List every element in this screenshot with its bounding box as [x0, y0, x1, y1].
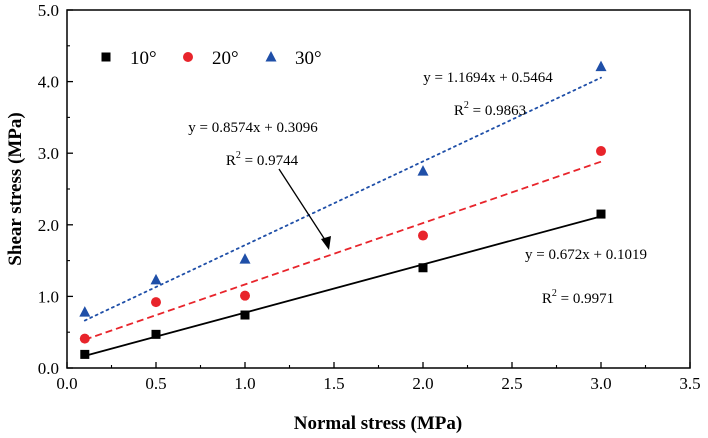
fit-line-dashed: [84, 160, 602, 341]
data-point-triangle: [150, 273, 162, 285]
data-point-square: [80, 349, 90, 359]
x-tick-label: 0.0: [56, 374, 77, 393]
x-axis-ticks: 0.0 0.5 1.0 1.5 2.0 2.5 3.0 3.5: [56, 362, 701, 393]
r-superscript: 2: [552, 288, 557, 299]
r-superscript: 2: [236, 150, 241, 161]
y-tick-label: 2.0: [38, 216, 59, 235]
legend: 10° 20° 30°: [101, 48, 322, 69]
data-point-square: [240, 310, 250, 320]
data-point-triangle: [239, 253, 251, 264]
y-axis-ticks: 0.0 1.0 2.0 3.0 4.0 5.0: [38, 1, 73, 378]
y-tick-label: 5.0: [38, 1, 59, 20]
data-point-circle: [596, 146, 606, 157]
r-superscript: 2: [464, 100, 469, 111]
r-squared-value: = 0.9744: [241, 153, 299, 169]
data-point-triangle: [79, 306, 91, 317]
data-point-triangle: [595, 60, 607, 72]
y-axis-title: Shear stress (MPa): [5, 112, 26, 265]
y-tick-label: 3.0: [38, 144, 59, 163]
x-tick-label: 1.0: [234, 374, 255, 393]
r-squared-value: = 0.9971: [557, 291, 614, 307]
legend-marker-square: [101, 52, 111, 62]
r-symbol: R: [542, 291, 552, 307]
data-point-circle: [151, 297, 161, 308]
legend-label: 10°: [130, 48, 157, 69]
x-tick-label: 2.0: [412, 374, 433, 393]
legend-marker-circle: [183, 52, 193, 62]
r-squared-value: = 0.9863: [469, 103, 526, 119]
fit-equation: y = 0.672x + 0.1019: [525, 247, 647, 263]
annotation-arrow: [278, 168, 331, 250]
y-tick-label: 4.0: [38, 73, 59, 92]
r-squared-label: R2 = 0.9863: [454, 100, 526, 119]
x-tick-label: 0.5: [145, 374, 166, 393]
x-axis-title: Normal stress (MPa): [294, 413, 463, 434]
data-point-circle: [418, 230, 428, 241]
x-tick-label: 1.5: [323, 374, 344, 393]
fit-equation: y = 1.1694x + 0.5464: [423, 70, 553, 86]
fit-equation: y = 0.8574x + 0.3096: [188, 120, 318, 136]
fit-line-solid: [84, 215, 602, 357]
fit-lines: [83, 76, 602, 357]
data-point-circle: [79, 333, 90, 344]
x-tick-label: 3.0: [590, 374, 611, 393]
r-symbol: R: [226, 153, 236, 169]
r-squared-label: R2 = 0.9971: [542, 288, 614, 307]
y-tick-label: 1.0: [38, 287, 59, 306]
legend-label: 30°: [295, 48, 322, 69]
y-tick-label: 0.0: [38, 359, 59, 378]
data-point-circle: [240, 290, 250, 301]
x-tick-label: 2.5: [501, 374, 522, 393]
data-points: [79, 60, 607, 359]
r-symbol: R: [454, 103, 464, 119]
data-point-triangle: [417, 165, 429, 176]
legend-label: 20°: [212, 48, 239, 69]
data-point-square: [418, 263, 428, 273]
legend-marker-triangle: [265, 51, 277, 62]
fit-line-dotted: [83, 76, 602, 322]
data-point-square: [596, 209, 606, 219]
x-tick-label: 3.5: [679, 374, 700, 393]
r-squared-label: R2 = 0.9744: [226, 150, 299, 169]
data-point-square: [151, 329, 161, 339]
